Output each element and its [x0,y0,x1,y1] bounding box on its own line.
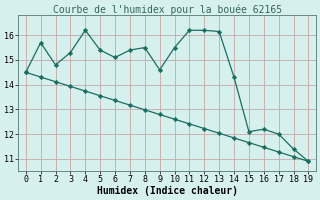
Title: Courbe de l'humidex pour la bouée 62165: Courbe de l'humidex pour la bouée 62165 [52,4,282,15]
X-axis label: Humidex (Indice chaleur): Humidex (Indice chaleur) [97,186,237,196]
